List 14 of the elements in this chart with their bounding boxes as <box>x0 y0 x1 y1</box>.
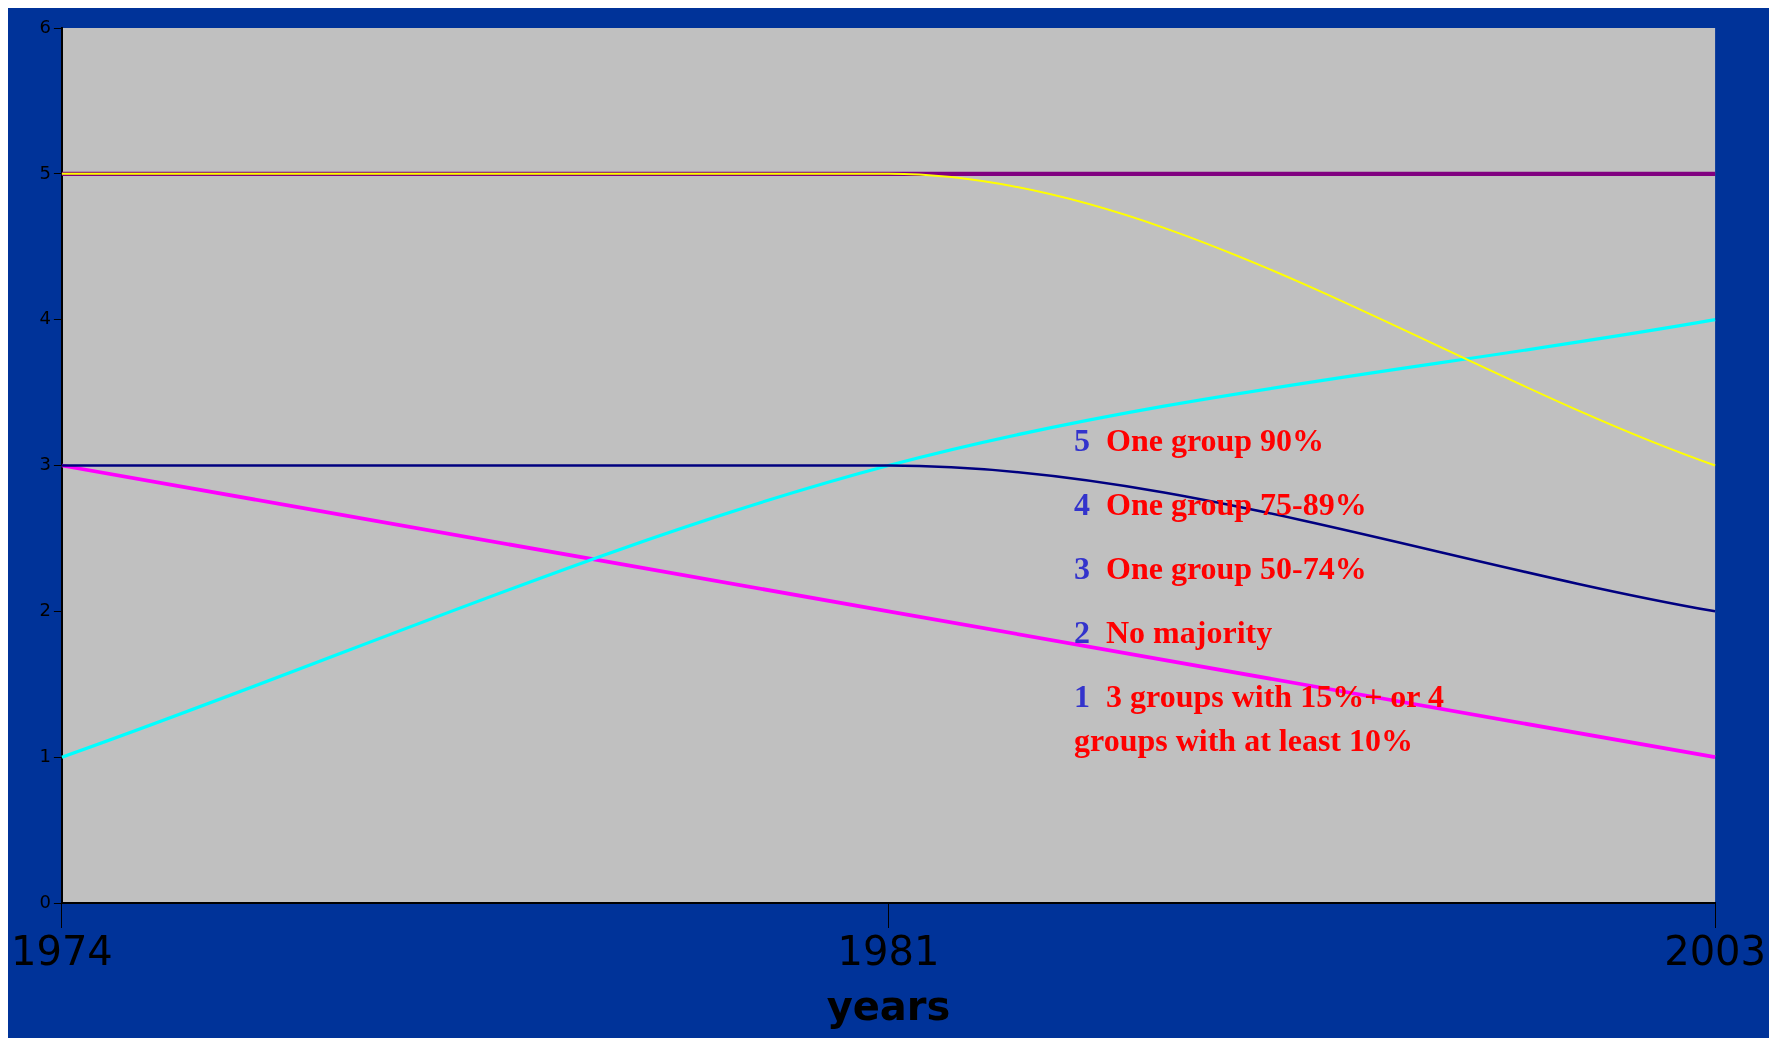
annotation: 2 No majority <box>1074 614 1273 650</box>
annotation: 3 One group 50-74% <box>1074 550 1367 586</box>
y-tick-label: 6 <box>39 15 51 37</box>
x-tick-label: 1981 <box>837 928 940 975</box>
y-tick-label: 4 <box>39 307 51 329</box>
x-axis-title: years <box>826 983 951 1030</box>
y-tick-label: 0 <box>39 890 51 912</box>
y-tick-label: 3 <box>39 453 51 475</box>
y-tick-label: 5 <box>39 161 51 183</box>
annotation: 5 One group 90% <box>1074 422 1325 458</box>
y-tick-label: 1 <box>39 744 51 766</box>
x-tick-label: 2003 <box>1664 928 1766 975</box>
x-tick-label: 1974 <box>11 928 113 975</box>
y-tick-label: 2 <box>39 599 51 621</box>
